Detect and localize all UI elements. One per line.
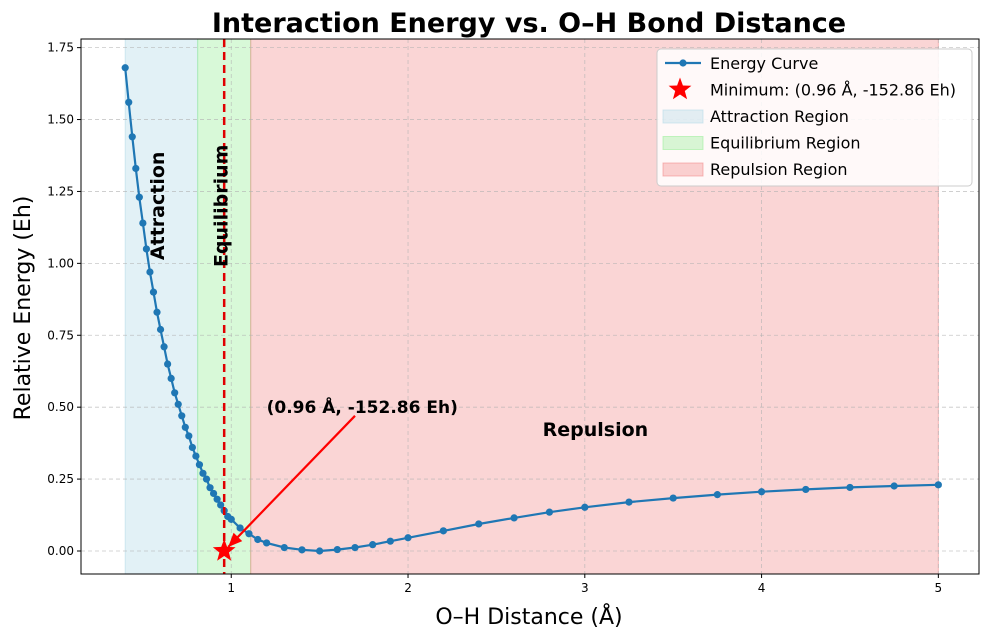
energy-curve-point — [510, 514, 518, 522]
x-axis-label: O–H Distance (Å) — [435, 603, 622, 630]
energy-curve-point — [153, 308, 161, 316]
energy-curve-point — [146, 268, 154, 276]
energy-curve-point — [139, 219, 147, 227]
energy-curve-point — [171, 389, 179, 397]
region-label-2: Equilibrium — [211, 145, 233, 267]
energy-curve-point — [213, 495, 221, 503]
energy-curve-point — [713, 491, 721, 499]
energy-curve-point — [245, 530, 253, 538]
energy-curve-point — [192, 452, 200, 460]
energy-curve-point — [209, 489, 218, 498]
legend-item-2: Minimum: (0.96 Å, -152.86 Eh) — [710, 81, 956, 100]
legend-item-1: Energy Curve — [710, 54, 818, 73]
energy-curve-point — [236, 524, 244, 532]
y-tick-label: 0.75 — [47, 328, 74, 342]
x-tick-label: 3 — [581, 581, 589, 595]
region-label-1: Attraction — [147, 152, 169, 260]
energy-curve-point — [206, 484, 214, 492]
energy-curve-point — [890, 482, 898, 490]
y-tick-label: 1.25 — [47, 184, 74, 198]
y-tick-label: 0.00 — [47, 544, 74, 558]
energy-curve-point — [160, 343, 168, 351]
y-tick-label: 0.25 — [47, 472, 74, 486]
y-tick-label: 1.50 — [47, 113, 74, 127]
x-tick-label: 5 — [935, 581, 943, 595]
x-tick-label: 2 — [404, 581, 412, 595]
energy-curve-point — [625, 498, 633, 506]
energy-curve-point — [669, 494, 677, 502]
ticks-layer: 1 2 3 4 5 0.00 0.25 0.50 0.75 1.00 1.25 1.50 1.75 — [47, 41, 942, 595]
energy-curve-point — [188, 443, 196, 452]
energy-curve-point — [298, 546, 306, 554]
legend: Energy Curve Minimum: (0.96 Å, -152.86 Eh… — [656, 48, 973, 187]
energy-curve-point — [178, 412, 186, 420]
energy-curve-point — [217, 501, 225, 509]
energy-curve-point — [280, 543, 288, 552]
energy-curve-point — [125, 98, 133, 106]
energy-curve-point — [195, 461, 204, 469]
energy-curve-point — [142, 245, 151, 253]
energy-curve-point — [121, 64, 129, 72]
energy-curve-point — [581, 503, 589, 511]
energy-curve-point — [934, 481, 942, 489]
energy-curve-point — [135, 193, 143, 201]
legend-item-4: Equilibrium Region — [710, 134, 861, 153]
legend-swatch-region-2 — [662, 136, 704, 150]
energy-curve-point — [333, 545, 341, 554]
energy-curve-point — [156, 325, 165, 334]
y-tick-label: 0.50 — [47, 400, 74, 414]
region-label-3: Repulsion — [543, 419, 649, 441]
y-tick-label: 1.00 — [47, 256, 74, 270]
y-tick-label: 1.75 — [47, 41, 74, 55]
energy-curve-point — [254, 535, 262, 544]
energy-curve-point — [128, 133, 136, 141]
energy-curve-point — [386, 537, 394, 545]
energy-curve-point — [181, 423, 189, 431]
energy-curve-point — [174, 400, 182, 408]
annotation-layer: (0.96 Å, -152.86 Eh) Attraction Equilibriu… — [147, 39, 648, 574]
legend-swatch-region-3 — [662, 162, 704, 177]
annotation-arrow — [227, 415, 356, 548]
energy-curve-point — [475, 520, 483, 528]
energy-curve-point — [846, 483, 854, 492]
minimum-star-marker — [212, 539, 236, 561]
legend-swatch-region-1 — [662, 109, 704, 124]
energy-curve-point — [132, 164, 140, 173]
energy-curve-point — [149, 288, 158, 296]
energy-curve-point — [199, 469, 207, 477]
energy-curve-point — [802, 485, 810, 494]
energy-curve-point — [316, 547, 324, 555]
energy-curve-point — [185, 432, 193, 440]
legend-swatch-minimum-star — [668, 77, 692, 100]
legend-item-5: Repulsion Region — [710, 160, 848, 179]
legend-swatch-energy-marker — [679, 59, 687, 67]
legend-box — [656, 48, 973, 187]
energy-curve-point — [164, 360, 172, 368]
x-tick-label: 4 — [758, 581, 766, 595]
series-layer — [121, 64, 942, 555]
plot-frame — [80, 38, 980, 575]
energy-curve-point — [351, 543, 359, 552]
energy-curve-point — [202, 475, 211, 483]
energy-curve-point — [263, 539, 271, 547]
legend-item-3: Attraction Region — [710, 107, 849, 126]
energy-curve-point — [545, 508, 554, 516]
energy-curve-point — [757, 488, 766, 496]
energy-curve-point — [167, 374, 175, 383]
energy-curve-point — [369, 541, 377, 549]
region-1 — [124, 38, 199, 575]
chart-title: Interaction Energy vs. O–H Bond Distance — [212, 8, 846, 39]
energy-curve-point — [439, 527, 447, 535]
annotation-text: (0.96 Å, -152.86 Eh) — [267, 395, 458, 418]
annotation-arrowhead — [228, 532, 243, 547]
y-axis-label: Relative Energy (Eh) — [11, 196, 36, 421]
x-tick-label: 1 — [227, 581, 235, 595]
energy-curve-point — [227, 515, 235, 523]
energy-curve-point — [404, 534, 412, 542]
